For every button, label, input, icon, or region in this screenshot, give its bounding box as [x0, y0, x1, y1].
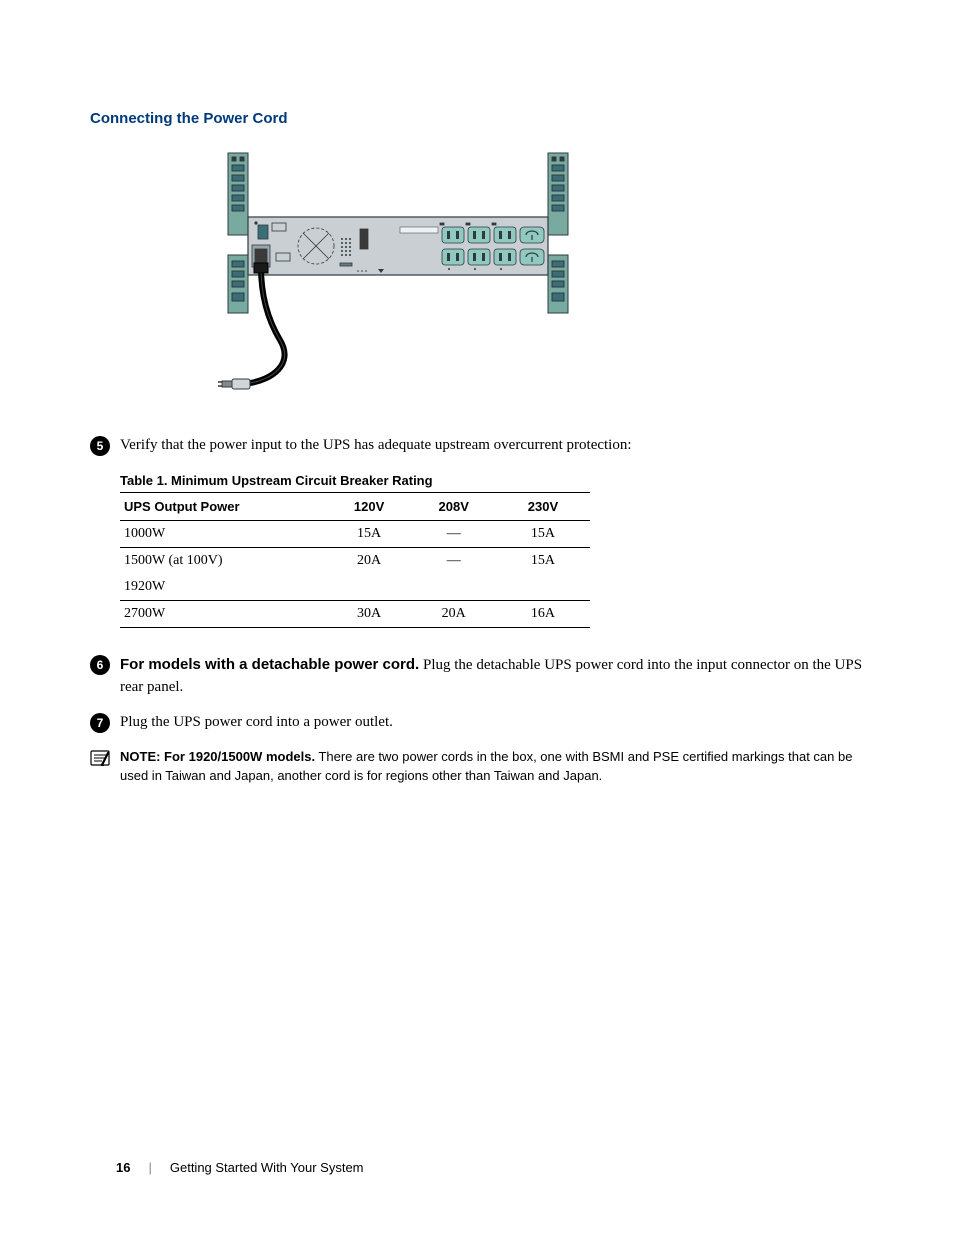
col-output-power: UPS Output Power — [120, 492, 327, 520]
step-5-text: Verify that the power input to the UPS h… — [120, 435, 864, 457]
col-208v: 208V — [411, 492, 496, 520]
footer-separator: | — [148, 1160, 151, 1175]
table-caption: Table 1. Minimum Upstream Circuit Breake… — [120, 473, 590, 488]
page-footer: 16 | Getting Started With Your System — [116, 1160, 364, 1175]
col-230v: 230V — [496, 492, 590, 520]
table-row: 2700W 30A 20A 16A — [120, 600, 590, 627]
table-row: 1500W (at 100V) 20A — 15A — [120, 547, 590, 574]
page: Connecting the Power Cord — [0, 0, 954, 1235]
footer-title: Getting Started With Your System — [170, 1160, 364, 1175]
note-body: NOTE: For 1920/1500W models. There are t… — [120, 748, 864, 786]
step-6-text: For models with a detachable power cord.… — [120, 654, 864, 699]
note-icon — [90, 750, 110, 766]
step-number-badge: 7 — [90, 713, 110, 733]
col-120v: 120V — [327, 492, 412, 520]
breaker-table: UPS Output Power 120V 208V 230V 1000W 15… — [120, 492, 590, 628]
step-7: 7 Plug the UPS power cord into a power o… — [90, 712, 864, 734]
table-row: 1920W — [120, 574, 590, 601]
section-heading: Connecting the Power Cord — [90, 110, 864, 127]
note-lead: NOTE: For 1920/1500W models. — [120, 749, 315, 764]
table-row: 1000W 15A — 15A — [120, 520, 590, 547]
step-5: 5 Verify that the power input to the UPS… — [90, 435, 864, 457]
page-number: 16 — [116, 1160, 130, 1175]
step-number-badge: 5 — [90, 436, 110, 456]
step-7-text: Plug the UPS power cord into a power out… — [120, 712, 864, 734]
step-6: 6 For models with a detachable power cor… — [90, 654, 864, 699]
figure-ups-power-cord — [210, 145, 590, 405]
step-number-badge: 6 — [90, 655, 110, 675]
note: NOTE: For 1920/1500W models. There are t… — [90, 748, 864, 786]
table-breaker-rating: Table 1. Minimum Upstream Circuit Breake… — [120, 473, 590, 628]
step-6-lead: For models with a detachable power cord. — [120, 656, 419, 673]
